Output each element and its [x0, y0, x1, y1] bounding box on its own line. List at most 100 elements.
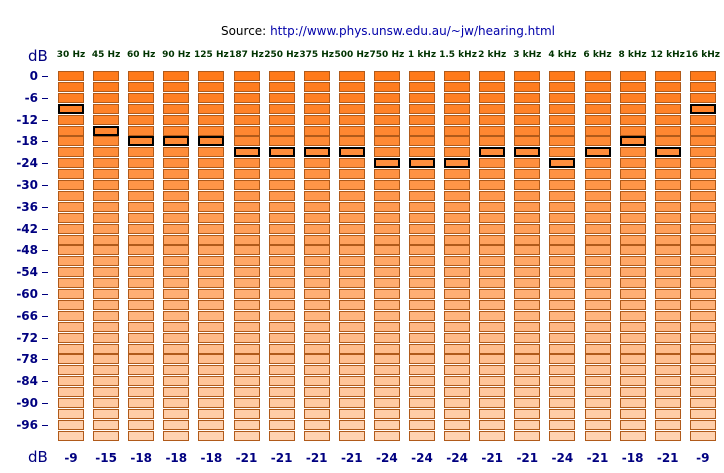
level-button[interactable]	[338, 234, 365, 245]
level-button[interactable]	[128, 103, 155, 114]
level-button[interactable]	[409, 419, 435, 430]
level-button[interactable]	[303, 354, 330, 365]
level-button[interactable]	[58, 267, 84, 278]
level-button[interactable]	[198, 201, 225, 212]
level-button[interactable]	[338, 190, 365, 201]
level-button[interactable]	[303, 125, 330, 136]
level-button[interactable]	[479, 223, 506, 234]
level-button[interactable]	[654, 169, 681, 180]
level-button[interactable]	[444, 103, 471, 114]
level-button[interactable]	[198, 387, 225, 398]
level-button[interactable]	[479, 430, 506, 441]
level-button[interactable]	[584, 278, 611, 289]
level-button[interactable]	[549, 180, 576, 190]
level-button-selected[interactable]	[409, 158, 435, 169]
level-button[interactable]	[584, 223, 611, 234]
level-button[interactable]	[163, 430, 190, 441]
level-button[interactable]	[619, 321, 646, 332]
level-button[interactable]	[198, 169, 225, 180]
level-button[interactable]	[373, 310, 400, 321]
level-button[interactable]	[373, 114, 400, 125]
level-button[interactable]	[619, 92, 646, 103]
level-button[interactable]	[654, 299, 681, 310]
level-button[interactable]	[233, 321, 260, 332]
level-button[interactable]	[268, 212, 295, 223]
level-button[interactable]	[58, 408, 84, 419]
level-button[interactable]	[409, 278, 435, 289]
level-button[interactable]	[549, 245, 576, 256]
level-button[interactable]	[654, 256, 681, 267]
level-button[interactable]	[584, 81, 611, 92]
level-button[interactable]	[128, 201, 155, 212]
level-button[interactable]	[479, 365, 506, 376]
level-button[interactable]	[549, 212, 576, 223]
level-button[interactable]	[549, 169, 576, 180]
level-button[interactable]	[689, 125, 716, 136]
level-button[interactable]	[233, 354, 260, 365]
level-button[interactable]	[163, 169, 190, 180]
level-button[interactable]	[654, 354, 681, 365]
level-button[interactable]	[268, 71, 295, 81]
level-button-selected[interactable]	[373, 158, 400, 169]
level-button[interactable]	[654, 343, 681, 354]
level-button[interactable]	[619, 71, 646, 81]
level-button[interactable]	[128, 256, 155, 267]
level-button[interactable]	[584, 430, 611, 441]
level-button[interactable]	[128, 234, 155, 245]
level-button[interactable]	[654, 180, 681, 190]
level-button[interactable]	[619, 245, 646, 256]
level-button[interactable]	[268, 430, 295, 441]
level-button[interactable]	[58, 125, 84, 136]
level-button[interactable]	[198, 81, 225, 92]
level-button[interactable]	[479, 136, 506, 147]
level-button[interactable]	[444, 289, 471, 299]
level-button[interactable]	[373, 278, 400, 289]
level-button[interactable]	[479, 256, 506, 267]
level-button[interactable]	[444, 376, 471, 387]
level-button[interactable]	[268, 169, 295, 180]
level-button[interactable]	[514, 376, 541, 387]
level-button[interactable]	[268, 190, 295, 201]
level-button[interactable]	[128, 419, 155, 430]
level-button[interactable]	[233, 136, 260, 147]
level-button[interactable]	[93, 408, 120, 419]
level-button[interactable]	[128, 387, 155, 398]
level-button[interactable]	[654, 398, 681, 408]
level-button[interactable]	[373, 92, 400, 103]
level-button-selected[interactable]	[198, 136, 225, 147]
level-button[interactable]	[689, 398, 716, 408]
level-button[interactable]	[479, 354, 506, 365]
level-button[interactable]	[338, 376, 365, 387]
level-button[interactable]	[514, 81, 541, 92]
level-button[interactable]	[303, 201, 330, 212]
level-button[interactable]	[409, 147, 435, 158]
level-button[interactable]	[444, 387, 471, 398]
level-button[interactable]	[233, 234, 260, 245]
level-button[interactable]	[233, 92, 260, 103]
level-button[interactable]	[303, 365, 330, 376]
level-button[interactable]	[584, 158, 611, 169]
level-button[interactable]	[514, 343, 541, 354]
level-button[interactable]	[163, 343, 190, 354]
level-button[interactable]	[233, 81, 260, 92]
level-button-selected[interactable]	[163, 136, 190, 147]
level-button[interactable]	[514, 365, 541, 376]
level-button[interactable]	[409, 387, 435, 398]
level-button[interactable]	[58, 201, 84, 212]
level-button[interactable]	[444, 180, 471, 190]
level-button[interactable]	[584, 245, 611, 256]
level-button[interactable]	[409, 245, 435, 256]
level-button[interactable]	[338, 408, 365, 419]
level-button[interactable]	[338, 398, 365, 408]
level-button[interactable]	[654, 125, 681, 136]
level-button[interactable]	[373, 125, 400, 136]
level-button[interactable]	[373, 354, 400, 365]
level-button[interactable]	[303, 245, 330, 256]
level-button[interactable]	[93, 81, 120, 92]
level-button[interactable]	[128, 245, 155, 256]
level-button[interactable]	[233, 114, 260, 125]
level-button[interactable]	[619, 343, 646, 354]
level-button[interactable]	[619, 234, 646, 245]
level-button[interactable]	[584, 310, 611, 321]
level-button[interactable]	[303, 376, 330, 387]
